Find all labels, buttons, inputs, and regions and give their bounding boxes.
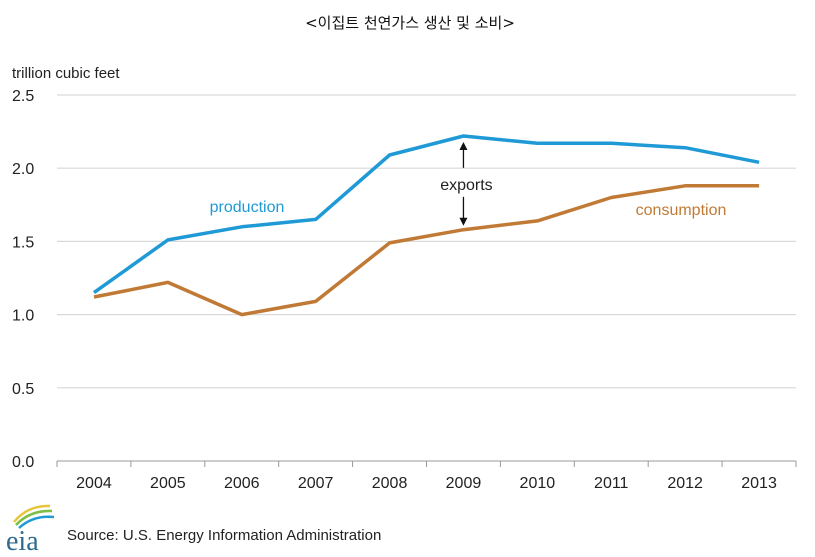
x-tick-label: 2005 (150, 475, 186, 492)
y-axis-ticks: 0.0 0.5 1.0 1.5 2.0 2.5 (12, 88, 34, 471)
source-note: Source: U.S. Energy Information Administ… (67, 527, 381, 544)
x-tick-label: 2009 (446, 475, 482, 492)
y-tick-label: 1.0 (12, 308, 34, 325)
x-tick-label: 2006 (224, 475, 260, 492)
x-tick-label: 2013 (741, 475, 777, 492)
gridlines (57, 94, 796, 389)
x-tick-label: 2008 (372, 475, 408, 492)
logo-arc-blue (18, 515, 55, 529)
y-tick-label: 0.0 (12, 454, 34, 471)
series-label-production: production (210, 199, 285, 216)
arrow-up-icon (459, 141, 468, 150)
y-axis-unit-label: trillion cubic feet (12, 65, 120, 82)
x-tick-label: 2012 (667, 475, 703, 492)
eia-logo: eia (6, 504, 55, 557)
logo-text: eia (6, 526, 39, 557)
x-axis: 2004 2005 2006 2007 2008 2009 2010 2011 2012 2013 (56, 460, 797, 492)
exports-annotation-label: exports (440, 177, 492, 194)
series-lines: production consumption (92, 134, 760, 317)
y-tick-label: 0.5 (12, 381, 34, 398)
x-tick-label: 2010 (520, 475, 556, 492)
annotations: exports (440, 141, 493, 226)
x-tick-label: 2007 (298, 475, 334, 492)
chart-title: <이집트 천연가스 생산 및 소비> (305, 14, 515, 32)
y-tick-label: 2.0 (12, 161, 34, 178)
y-tick-label: 2.5 (12, 88, 34, 105)
logo-arc-green (15, 509, 53, 526)
x-tick-label: 2004 (76, 475, 112, 492)
series-label-consumption: consumption (636, 202, 727, 219)
logo-arc-yellow (13, 504, 51, 523)
series-line-production (92, 134, 760, 295)
arrow-down-icon (459, 217, 468, 226)
series-line-consumption (93, 184, 760, 317)
y-tick-label: 1.5 (12, 234, 34, 251)
x-tick-label: 2011 (594, 475, 629, 492)
